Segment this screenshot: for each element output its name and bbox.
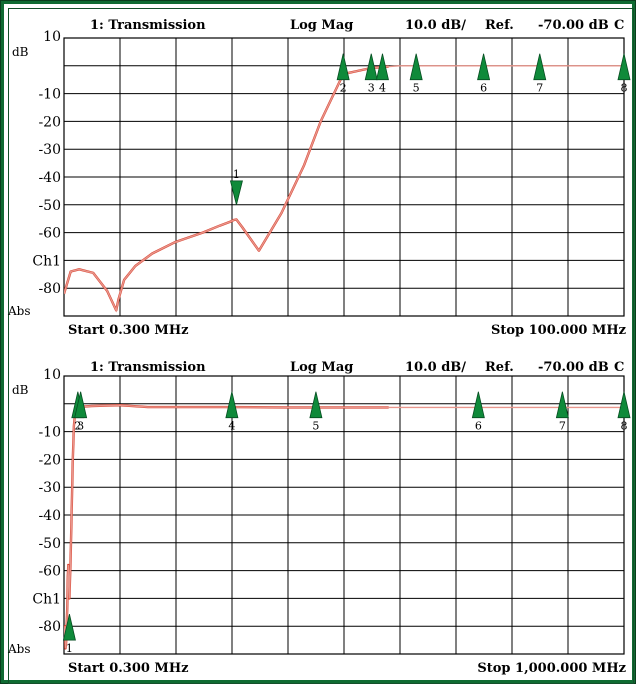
y-tick-label: -80: [38, 619, 61, 635]
marker-triangle[interactable]: [533, 53, 547, 81]
marker-6[interactable]: 6: [471, 391, 485, 433]
y-axis-unit: dB: [12, 45, 29, 59]
header-ref-value: -70.00 dB: [538, 18, 609, 33]
y-tick-label: -40: [38, 508, 61, 524]
y-tick-label: -20: [38, 114, 61, 130]
marker-2[interactable]: 2: [336, 53, 350, 95]
header-flag: C: [614, 18, 624, 33]
y-tick-label: 10: [43, 29, 61, 45]
marker-triangle[interactable]: [62, 614, 76, 641]
y-tick-label: -80: [38, 281, 61, 297]
marker-3[interactable]: 3: [74, 391, 88, 433]
y-tick-label: -50: [38, 198, 61, 214]
marker-label: 1: [66, 642, 73, 655]
marker-label: 2: [340, 82, 347, 95]
y-tick-label: -60: [38, 226, 61, 242]
header-channel: 1: Transmission: [90, 18, 206, 33]
marker-triangle[interactable]: [336, 53, 350, 81]
marker-triangle[interactable]: [375, 53, 389, 81]
marker-5[interactable]: 5: [309, 391, 323, 433]
stop-frequency-label: Stop 100.000 MHz: [491, 323, 626, 338]
marker-triangle[interactable]: [364, 53, 378, 81]
panel-header: 1: Transmission Log Mag 10.0 dB/Ref. -70.00…: [90, 360, 624, 375]
y-tick-label: 10: [43, 367, 61, 383]
marker-8[interactable]: 8: [617, 391, 631, 433]
marker-label: 3: [368, 82, 375, 95]
panel-1: 1: Transmission Log Mag 10.0 dB/Ref. -70.00…: [7, 18, 631, 338]
y-tick-label: Ch1: [32, 591, 61, 607]
marker-triangle[interactable]: [477, 53, 491, 81]
marker-7[interactable]: 7: [533, 53, 547, 95]
marker-5[interactable]: 5: [409, 53, 423, 95]
header-scale: 10.0 dB/: [405, 18, 466, 33]
marker-8[interactable]: 8: [617, 53, 631, 95]
marker-label: 6: [475, 420, 482, 433]
header-scale: 10.0 dB/: [405, 360, 466, 375]
marker-3[interactable]: 3: [364, 53, 378, 95]
marker-label: 5: [413, 82, 420, 95]
y-tick-label: -10: [38, 425, 61, 441]
marker-label: 8: [621, 420, 628, 433]
header-channel: 1: Transmission: [90, 360, 206, 375]
y-axis-labels: dB 10 -10 -20 -30 -40 -50 -60 Ch1 -80 Abs: [7, 29, 61, 318]
marker-label: 6: [480, 82, 487, 95]
marker-triangle[interactable]: [617, 391, 631, 419]
y-tick-label: Ch1: [32, 253, 61, 269]
marker-triangle[interactable]: [74, 391, 88, 419]
grid: [63, 37, 625, 317]
marker-label: 7: [536, 82, 543, 95]
y-axis-labels: dB 10 -10 -20 -30 -40 -50 -60 Ch1 -80 Abs: [7, 367, 61, 656]
marker-6[interactable]: 6: [477, 53, 491, 95]
y-axis-unit: dB: [12, 383, 29, 397]
header-ref-value: -70.00 dB: [538, 360, 609, 375]
header-ref-label: Ref.: [485, 360, 514, 375]
marker-label: 7: [559, 420, 566, 433]
marker-label: 8: [621, 82, 628, 95]
y-tick-label: Abs: [7, 304, 31, 318]
panel-header: 1: Transmission Log Mag 10.0 dB/Ref. -70.00…: [90, 18, 624, 33]
grid: [63, 375, 625, 655]
marker-triangle[interactable]: [555, 391, 569, 419]
y-tick-label: -30: [38, 480, 61, 496]
y-tick-label: -40: [38, 170, 61, 186]
marker-label: 1: [233, 168, 240, 181]
marker-label: 4: [228, 420, 235, 433]
header-flag: C: [614, 360, 624, 375]
marker-label: 3: [77, 420, 84, 433]
marker-label: 5: [312, 420, 319, 433]
marker-triangle[interactable]: [229, 180, 243, 205]
marker-7[interactable]: 7: [555, 391, 569, 433]
marker-triangle[interactable]: [471, 391, 485, 419]
header-format: Log Mag: [290, 18, 353, 33]
panel-2: 1: Transmission Log Mag 10.0 dB/Ref. -70.00…: [7, 360, 631, 676]
header-ref-label: Ref.: [485, 18, 514, 33]
y-tick-label: Abs: [7, 642, 31, 656]
stop-frequency-label: Stop 1,000.000 MHz: [477, 661, 626, 676]
marker-4[interactable]: 4: [225, 391, 239, 433]
marker-triangle[interactable]: [225, 391, 239, 419]
start-frequency-label: Start 0.300 MHz: [68, 323, 189, 338]
marker-triangle[interactable]: [617, 53, 631, 81]
marker-label: 2: [74, 420, 81, 433]
y-tick-label: -10: [38, 87, 61, 103]
marker-triangle[interactable]: [309, 391, 323, 419]
y-tick-label: -30: [38, 142, 61, 158]
header-format: Log Mag: [290, 360, 353, 375]
marker-1[interactable]: 1: [229, 168, 243, 205]
y-tick-label: -20: [38, 452, 61, 468]
marker-label: 4: [379, 82, 386, 95]
y-tick-label: -50: [38, 536, 61, 552]
marker-4[interactable]: 4: [375, 53, 389, 95]
y-tick-label: -60: [38, 564, 61, 580]
marker-1[interactable]: 1: [62, 614, 76, 655]
marker-triangle[interactable]: [409, 53, 423, 81]
start-frequency-label: Start 0.300 MHz: [68, 661, 189, 676]
